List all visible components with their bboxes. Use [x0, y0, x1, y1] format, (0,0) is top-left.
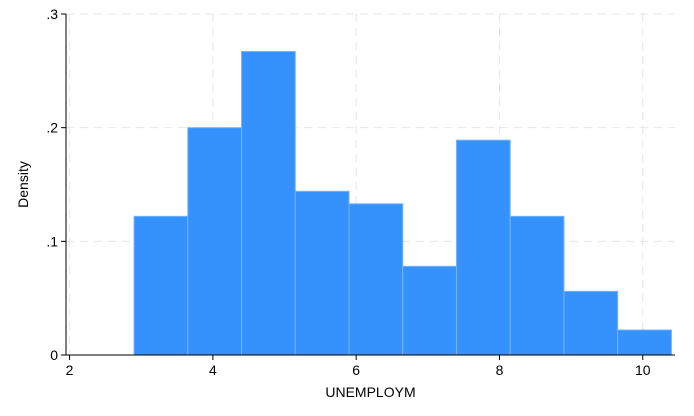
x-tick-label: 8: [496, 362, 504, 378]
x-tick-label: 10: [635, 362, 651, 378]
y-tick-label: 0: [50, 347, 58, 363]
histogram-bar-6: [402, 265, 457, 356]
tick-labels: 0 .1 .2 .3 2 4 6 8 10: [46, 6, 650, 378]
x-axis-title: UNEMPLOYM: [325, 384, 415, 400]
histogram-bar-1: [133, 215, 189, 356]
x-tick-label: 2: [66, 362, 74, 378]
histogram-bars: [133, 51, 672, 356]
axes: [61, 13, 675, 360]
x-tick-label: 6: [352, 362, 360, 378]
histogram-bar-7: [455, 139, 511, 356]
histogram-bar-4: [294, 190, 350, 356]
histogram-bar-3: [241, 51, 296, 356]
histogram-bar-5: [348, 203, 404, 356]
histogram-bar-9: [563, 290, 619, 356]
y-tick-label: .1: [46, 233, 58, 249]
histogram-bar-10: [617, 329, 672, 356]
x-tick-label: 4: [209, 362, 217, 378]
y-tick-label: .3: [46, 6, 58, 22]
y-axis-title: Density: [15, 161, 31, 208]
y-tick-label: .2: [46, 120, 58, 136]
histogram-bar-2: [187, 127, 243, 356]
histogram-bar-8: [509, 215, 565, 356]
